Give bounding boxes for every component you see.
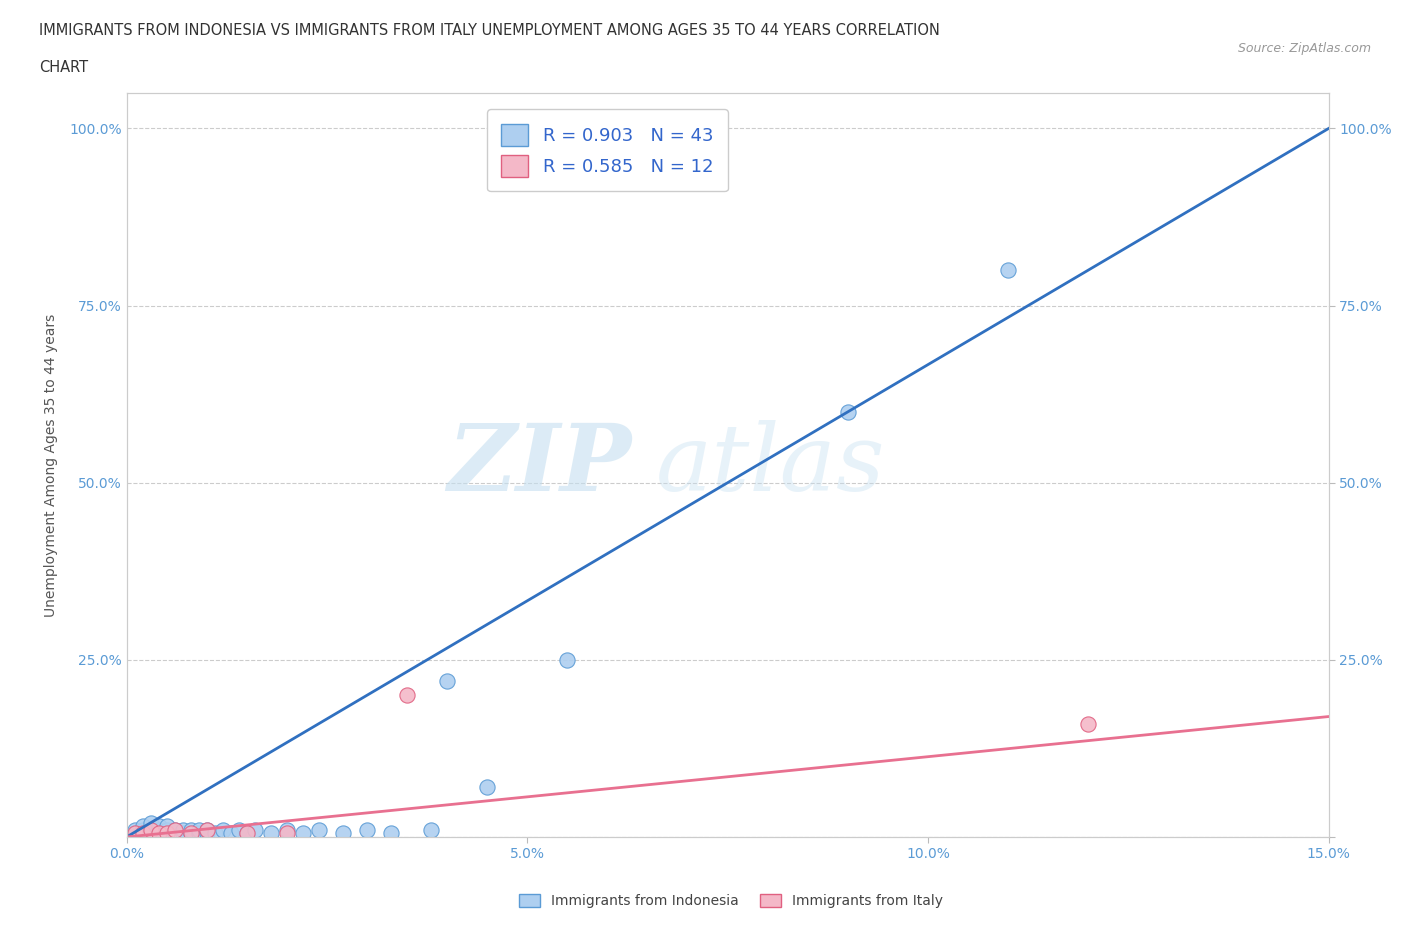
Point bbox=[131, 819, 153, 834]
Point bbox=[332, 826, 354, 841]
Point bbox=[180, 822, 202, 837]
Point bbox=[148, 822, 170, 837]
Point bbox=[276, 822, 298, 837]
Text: Source: ZipAtlas.com: Source: ZipAtlas.com bbox=[1237, 42, 1371, 55]
Point bbox=[155, 826, 177, 841]
Point bbox=[195, 822, 218, 837]
Point bbox=[148, 826, 170, 841]
Point bbox=[235, 826, 259, 841]
Point bbox=[475, 780, 498, 795]
Point bbox=[276, 826, 298, 841]
Point bbox=[163, 826, 186, 841]
Point bbox=[148, 826, 170, 841]
Point bbox=[148, 819, 170, 834]
Point bbox=[204, 826, 226, 841]
Point bbox=[139, 826, 162, 841]
Point bbox=[396, 688, 419, 703]
Point bbox=[124, 822, 146, 837]
Point bbox=[131, 826, 153, 841]
Point bbox=[155, 826, 177, 841]
Point bbox=[195, 826, 218, 841]
Point bbox=[172, 826, 194, 841]
Point bbox=[163, 822, 186, 837]
Point bbox=[260, 826, 283, 841]
Text: ZIP: ZIP bbox=[447, 420, 631, 510]
Text: CHART: CHART bbox=[39, 60, 89, 75]
Point bbox=[219, 826, 242, 841]
Legend: Immigrants from Indonesia, Immigrants from Italy: Immigrants from Indonesia, Immigrants fr… bbox=[513, 889, 949, 914]
Point bbox=[837, 405, 859, 419]
Point bbox=[180, 826, 202, 841]
Point bbox=[139, 822, 162, 837]
Point bbox=[172, 822, 194, 837]
Point bbox=[187, 822, 209, 837]
Point bbox=[356, 822, 378, 837]
Point bbox=[155, 822, 177, 837]
Point bbox=[195, 822, 218, 837]
Point bbox=[557, 653, 579, 668]
Point bbox=[436, 673, 458, 688]
Point bbox=[420, 822, 443, 837]
Point bbox=[1077, 716, 1099, 731]
Point bbox=[235, 826, 259, 841]
Point bbox=[308, 822, 330, 837]
Point bbox=[124, 826, 146, 841]
Y-axis label: Unemployment Among Ages 35 to 44 years: Unemployment Among Ages 35 to 44 years bbox=[44, 313, 58, 617]
Legend: R = 0.903   N = 43, R = 0.585   N = 12: R = 0.903 N = 43, R = 0.585 N = 12 bbox=[486, 110, 728, 192]
Point bbox=[124, 826, 146, 841]
Point bbox=[187, 826, 209, 841]
Point bbox=[163, 822, 186, 837]
Point bbox=[243, 822, 266, 837]
Point bbox=[211, 822, 233, 837]
Point bbox=[228, 822, 250, 837]
Point bbox=[380, 826, 402, 841]
Point bbox=[997, 262, 1019, 277]
Text: IMMIGRANTS FROM INDONESIA VS IMMIGRANTS FROM ITALY UNEMPLOYMENT AMONG AGES 35 TO: IMMIGRANTS FROM INDONESIA VS IMMIGRANTS … bbox=[39, 23, 941, 38]
Point bbox=[131, 822, 153, 837]
Point bbox=[180, 826, 202, 841]
Point bbox=[131, 826, 153, 841]
Text: atlas: atlas bbox=[655, 420, 884, 510]
Point bbox=[291, 826, 314, 841]
Point bbox=[155, 819, 177, 834]
Point bbox=[139, 822, 162, 837]
Point bbox=[139, 816, 162, 830]
